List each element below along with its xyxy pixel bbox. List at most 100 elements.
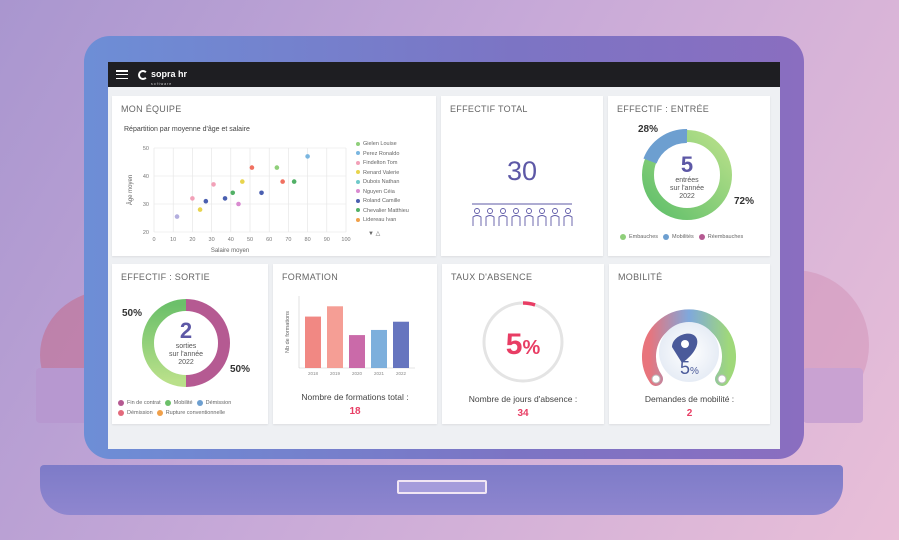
sortie-line2: sur l'année (168, 351, 204, 358)
formation-bar-chart: Nb de formations 2018 2019 2020 2021 2022 (285, 296, 415, 376)
entree-line2: sur l'année (669, 185, 705, 192)
legend-label: Renard Valerie (363, 169, 400, 176)
legend-item[interactable]: Findelton Tom (356, 159, 409, 169)
legend-item[interactable]: Fin de contrat (118, 398, 161, 408)
chart-subtitle: Répartition par moyenne d'âge et salaire (124, 126, 250, 133)
legend-item[interactable]: Démission (196, 398, 232, 408)
entree-pct-small: 28% (638, 124, 659, 135)
scatter-point[interactable] (274, 165, 280, 170)
card-taux-absence[interactable]: TAUX D'ABSENCE 5% Nombre de jours d'abse… (442, 264, 604, 424)
card-title: FORMATION (282, 272, 339, 282)
entree-legend: Embauches Mobilités Réembauches (620, 234, 748, 240)
legend-item[interactable]: Rupture conventionnelle (156, 408, 225, 418)
card-mon-equipe[interactable]: MON ÉQUIPE Répartition par moyenne d'âge… (112, 96, 436, 256)
legend-label: Findelton Tom (363, 160, 398, 166)
legend-item[interactable]: Roland Camille (356, 197, 409, 207)
x-tick-label: 2020 (352, 371, 363, 376)
sortie-legend: Fin de contrat Mobilité Démission Démission… (118, 398, 268, 418)
legend-item[interactable]: Démission (118, 408, 153, 418)
formation-value: 18 (349, 406, 361, 417)
scatter-point[interactable] (211, 182, 216, 187)
legend-label: Lidereau Ivan (363, 217, 397, 223)
menu-icon[interactable] (116, 70, 128, 79)
scatter-point[interactable] (174, 214, 180, 219)
mobilite-number: 5 (680, 358, 691, 378)
person-body (472, 215, 482, 226)
legend-item[interactable]: Renard Valerie (356, 169, 409, 179)
bar[interactable] (393, 321, 409, 368)
x-tick-label: 80 (305, 237, 311, 243)
scatter-chart: 0 10 20 30 40 50 60 70 80 90 100 20 30 40 50 Âge moyen S… (127, 146, 351, 254)
sortie-pct-right: 50% (230, 364, 251, 375)
y-axis-label: Âge moyen (127, 175, 134, 205)
legend-item[interactable]: Réembauches (698, 234, 743, 240)
legend-item[interactable]: Dubois Nathan (356, 178, 409, 188)
people-icon (472, 203, 573, 226)
mobilite-label: Demandes de mobilité : (644, 394, 735, 404)
mobilite-gauge (642, 309, 736, 386)
legend-item[interactable]: Embauches (620, 234, 658, 240)
scatter-point[interactable] (249, 165, 255, 170)
scatter-point[interactable] (291, 179, 297, 184)
decor-block-right (803, 368, 863, 423)
legend-swatch (356, 151, 360, 156)
card-mobilite[interactable]: MOBILITÉ 5% Dema (609, 264, 770, 424)
person-body (498, 215, 508, 226)
bar[interactable] (349, 335, 365, 368)
person-head (552, 208, 558, 214)
scatter-point[interactable] (197, 207, 203, 212)
scatter-point[interactable] (203, 198, 209, 204)
legend-item[interactable]: Chevalier Matthieu (356, 207, 409, 217)
top-bar: sopra hr software (108, 62, 780, 87)
sortie-donut (142, 299, 230, 387)
legend-item[interactable]: Nguyen Céia (356, 188, 409, 198)
legend-label: Embauches (629, 234, 659, 241)
legend-item[interactable]: Mobilités (663, 234, 694, 240)
legend-label: Nguyen Céia (363, 188, 395, 195)
person-head (539, 208, 545, 214)
bar[interactable] (371, 329, 387, 368)
scatter-point[interactable] (222, 196, 228, 201)
brand-logo[interactable]: sopra hr software (138, 64, 187, 86)
x-tick-label: 0 (152, 237, 155, 243)
legend-label: Démission (127, 410, 153, 416)
laptop-notch (397, 480, 487, 494)
person-body (563, 215, 573, 226)
legend-item[interactable]: Gielen Louise (356, 140, 409, 150)
person-body (537, 215, 547, 226)
legend-swatch (356, 208, 360, 213)
card-formation[interactable]: FORMATION Nb de formations 2018 2019 2020 20… (273, 264, 437, 424)
bar[interactable] (305, 316, 321, 368)
x-tick-label: 10 (170, 237, 176, 243)
scatter-point[interactable] (190, 196, 195, 201)
scatter-point[interactable] (240, 179, 245, 184)
person-body (485, 215, 495, 226)
person-head (513, 208, 519, 214)
legend-item[interactable]: Lidereau Ivan (356, 216, 409, 226)
laptop-frame: sopra hr software MON ÉQUIPE Répartition… (84, 36, 804, 459)
legend-label: Mobilités (672, 234, 694, 241)
legend-label: Démission (205, 400, 232, 406)
card-effectif-entree[interactable]: EFFECTIF : ENTRÉE 5 entrées sur l'année … (608, 96, 770, 256)
x-tick-label: 70 (285, 237, 291, 243)
absence-days: 34 (517, 408, 529, 419)
card-effectif-sortie[interactable]: EFFECTIF : SORTIE 2 sorties sur l'année … (112, 264, 268, 424)
scatter-point[interactable] (259, 190, 264, 196)
card-title: MOBILITÉ (618, 272, 663, 282)
bar[interactable] (327, 306, 343, 368)
legend-item[interactable]: Perez Ronaldo (356, 150, 409, 160)
legend-scroll-icon[interactable]: ▼ △ (368, 231, 381, 237)
x-tick-label: 60 (266, 237, 272, 243)
x-tick-label: 100 (341, 237, 350, 243)
x-tick-label: 20 (189, 237, 195, 243)
card-title: EFFECTIF TOTAL (450, 104, 528, 114)
card-effectif-total[interactable]: EFFECTIF TOTAL 30 (441, 96, 603, 256)
scatter-point[interactable] (305, 154, 310, 159)
scatter-point[interactable] (230, 190, 236, 196)
legend-swatch (118, 409, 124, 416)
x-tick-label: 2018 (308, 371, 319, 376)
legend-item[interactable]: Mobilité (164, 398, 193, 408)
scatter-point[interactable] (280, 179, 285, 184)
scatter-point[interactable] (236, 201, 241, 207)
legend-label: Gielen Louise (363, 141, 397, 147)
